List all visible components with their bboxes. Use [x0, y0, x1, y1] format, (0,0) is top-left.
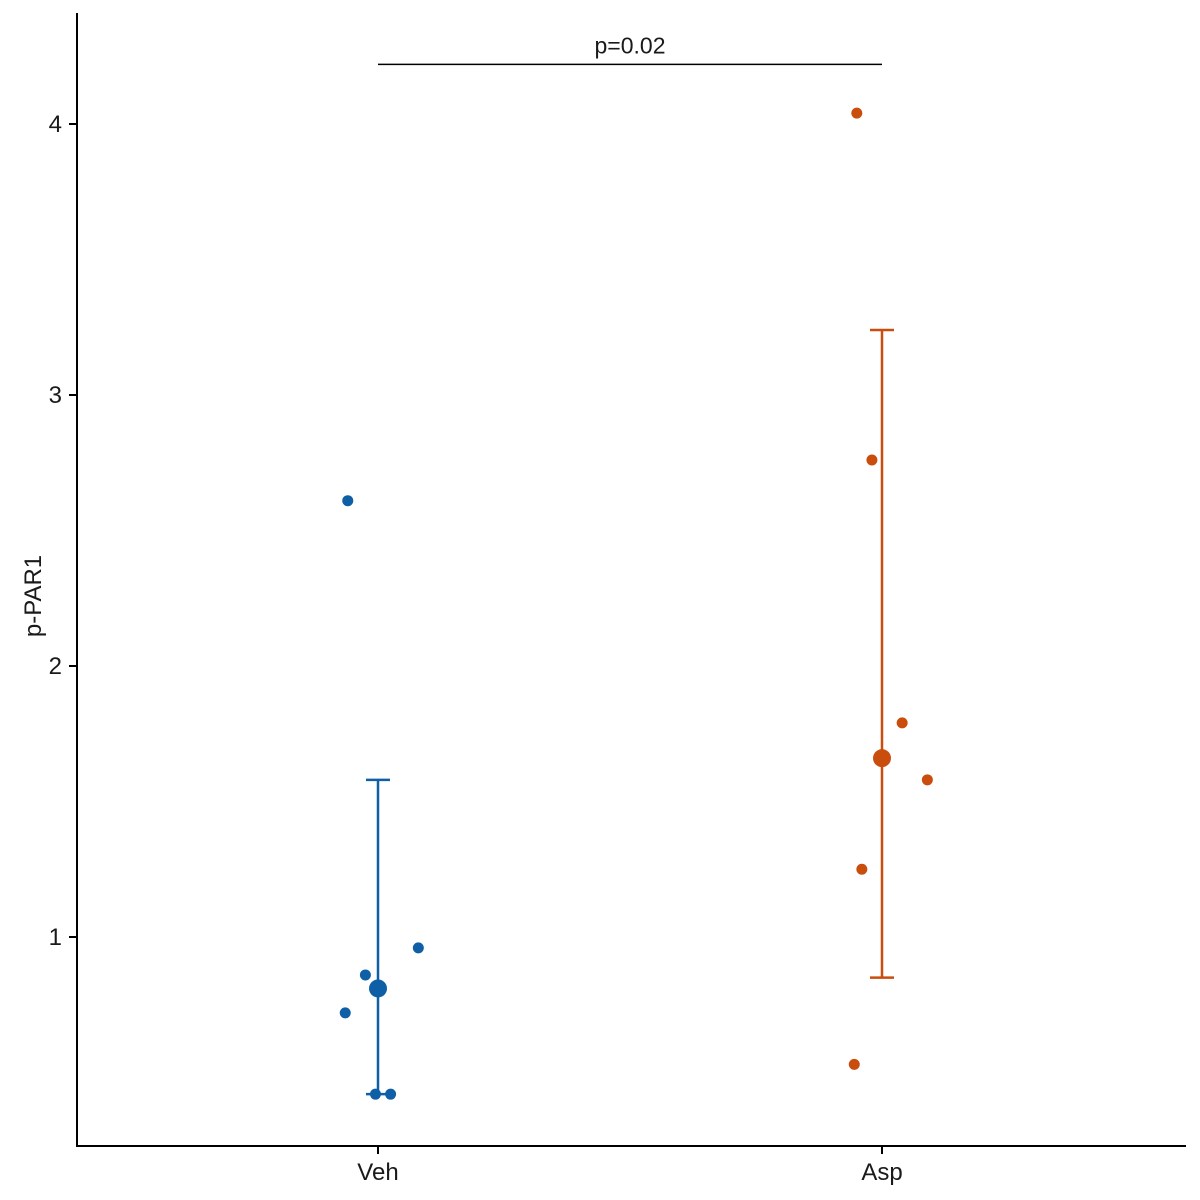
- data-point: [412, 942, 424, 954]
- data-point: [921, 774, 933, 786]
- data-point: [856, 863, 868, 875]
- data-point: [369, 1088, 381, 1100]
- x-tick-label: Asp: [861, 1159, 902, 1186]
- x-ticks: Veh Asp: [357, 1146, 903, 1186]
- y-axis-title: p-PAR1: [20, 555, 47, 637]
- data-point: [385, 1088, 397, 1100]
- data-point: [359, 969, 371, 981]
- group-veh: [339, 495, 424, 1100]
- y-tick-label: 3: [49, 382, 62, 409]
- data-point: [339, 1007, 351, 1019]
- y-tick-label: 1: [49, 924, 62, 951]
- y-tick-label: 2: [49, 653, 62, 680]
- y-tick-label: 4: [49, 111, 62, 138]
- data-point: [848, 1058, 860, 1070]
- mean-point: [369, 979, 387, 998]
- data-groups: [339, 107, 933, 1100]
- group-asp: [848, 107, 933, 1070]
- p-value-label: p=0.02: [595, 32, 666, 58]
- data-point: [866, 454, 878, 466]
- mean-point: [873, 749, 891, 768]
- axes: [76, 13, 1186, 1147]
- x-tick-label: Veh: [357, 1159, 398, 1186]
- y-ticks: 1 2 3 4: [49, 111, 77, 951]
- data-point: [342, 495, 354, 507]
- data-point: [851, 107, 863, 119]
- data-point: [896, 717, 908, 729]
- annotations: p=0.02: [378, 32, 882, 66]
